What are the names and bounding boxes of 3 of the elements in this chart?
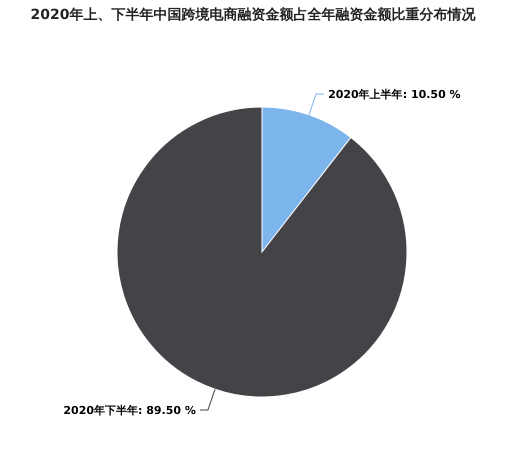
chart-title: 2020年上、下半年中国跨境电商融资金额占全年融资金额比重分布情况 (30, 6, 476, 24)
slice-label: 2020年上半年: 10.50 % (328, 88, 461, 102)
slice-label: 2020年下半年: 89.50 % (63, 404, 196, 417)
